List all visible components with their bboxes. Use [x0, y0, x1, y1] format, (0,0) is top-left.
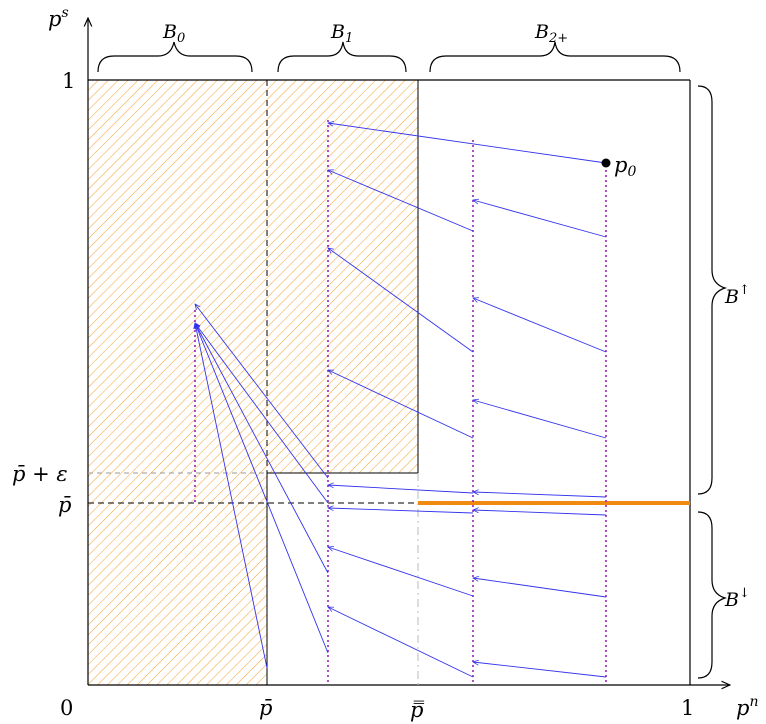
unit-square [88, 79, 691, 685]
axes [88, 18, 730, 685]
top-braces [97, 41, 681, 73]
bracket-b1-label: B1 [330, 21, 353, 46]
bracket-b2-label: B2+ [534, 21, 568, 46]
origin-label: 0 [60, 696, 73, 720]
hatched-region [88, 79, 419, 685]
point-p0-label: p0 [614, 153, 636, 180]
x-tick-pbar: p̄ [259, 696, 272, 720]
bracket-bup-label: B↑ [724, 283, 750, 308]
guide-lines [88, 80, 419, 685]
x-tick-one: 1 [681, 696, 694, 720]
y-tick-pbar: p̄ [58, 493, 71, 517]
right-braces [697, 85, 728, 679]
y-tick-pbar-eps: p̄ + ε [12, 462, 68, 486]
bracket-b0-label: B0 [162, 21, 185, 46]
x-axis-label: pn [736, 694, 758, 720]
y-axis-label: ps [48, 5, 69, 31]
y-tick-one: 1 [62, 69, 75, 93]
point-p0 [601, 158, 611, 168]
bracket-bdown-label: B↓ [724, 586, 750, 611]
x-tick-pbarbar: p̿ [410, 698, 424, 722]
arrows [195, 123, 607, 678]
